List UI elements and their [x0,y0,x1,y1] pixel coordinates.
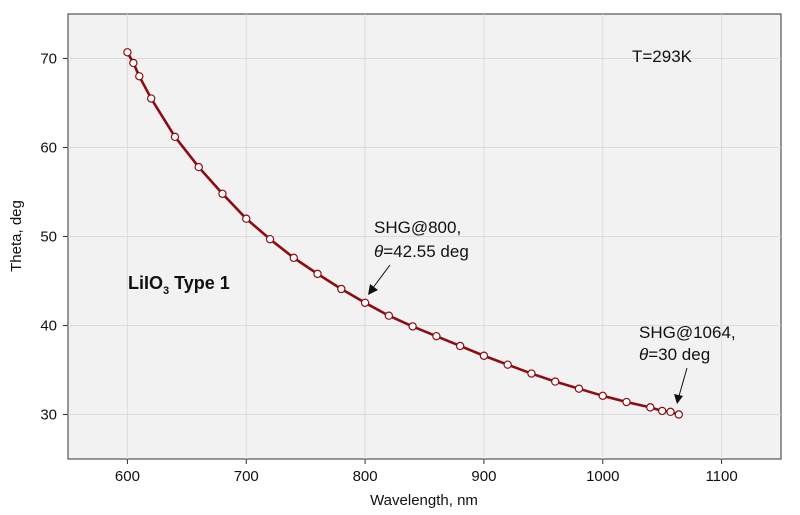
data-point [408,322,417,331]
data-point [622,397,631,407]
x-tick-label: 800 [353,468,378,485]
data-point [646,403,655,412]
annotation-shg800-arrow [371,264,391,290]
data-point [503,360,512,369]
data-point [194,162,203,172]
data-point [337,284,346,294]
data-point [666,407,675,417]
data-point [135,72,144,81]
annotation-shg800-value: =42.55 deg [383,242,469,261]
y-tick-label: 30 [40,407,57,424]
axis-ticks: 600 700 800 900 1000 1100 30 40 50 60 70 [40,51,737,486]
data-point [242,214,251,223]
crystal-label: LiIO3 Type 1 [128,273,230,297]
x-tick-label: 900 [471,468,496,485]
y-tick-label: 50 [40,229,57,246]
annotation-shg800-line1: SHG@800, [374,218,461,237]
data-point [265,234,275,244]
x-tick-label: 600 [115,468,140,485]
data-point [432,331,441,341]
y-axis-label: Theta, deg [8,200,25,272]
crystal-label-tail: Type 1 [169,273,230,293]
annotation-shg1064-arrowhead [674,394,683,404]
data-point [289,253,298,263]
x-tick-label: 700 [234,468,259,485]
annotation-shg800-arrowhead [368,284,378,295]
temperature-label: T=293K [632,47,693,66]
x-tick-label: 1100 [705,468,737,485]
y-tick-label: 60 [40,140,57,157]
crystal-label-subscript: 3 [163,285,169,297]
data-point [527,369,536,378]
data-point [146,94,156,103]
data-point [455,341,465,351]
data-point [598,391,607,401]
x-tick-label: 1000 [586,468,619,485]
annotation-shg800-line2: θ=42.55 deg [374,242,469,261]
data-point [574,384,584,393]
y-tick-label: 70 [40,51,57,68]
data-point [657,406,667,416]
theta-symbol: θ [374,242,384,261]
data-point [129,58,138,68]
data-point [123,48,132,57]
data-point [313,269,322,279]
theta-symbol: θ [639,345,649,364]
data-point [674,410,684,419]
annotation-shg1064-value: =30 deg [648,345,710,364]
y-tick-label: 40 [40,318,57,335]
annotation-shg1064-line1: SHG@1064, [639,323,736,342]
annotation-shg1064-line2: θ=30 deg [639,345,710,364]
series-line [126,50,681,416]
data-point [170,132,180,142]
data-point [218,189,227,198]
data-point [551,377,560,386]
series-group [123,48,684,419]
x-axis-label: Wavelength, nm [370,492,478,509]
annotation-shg1064-arrow [678,367,688,397]
data-point [384,311,394,320]
data-point [360,298,370,308]
crystal-label-main: LiIO [128,273,163,293]
data-point [479,351,489,360]
